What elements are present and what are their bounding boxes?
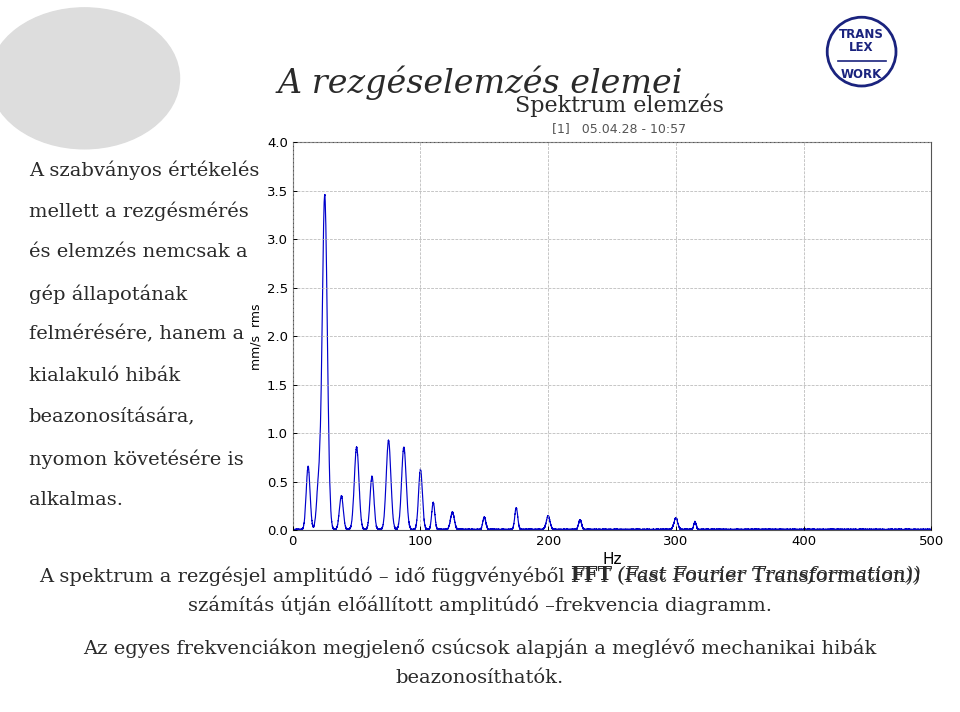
Text: FFT: FFT <box>570 566 612 584</box>
Text: felmérésére, hanem a: felmérésére, hanem a <box>29 325 244 343</box>
Y-axis label: mm/s  rms: mm/s rms <box>250 303 263 370</box>
Circle shape <box>0 8 180 149</box>
Text: Az egyes frekvenciákon megjelenő csúcsok alapján a meglévő mechanikai hibák: Az egyes frekvenciákon megjelenő csúcsok… <box>84 639 876 658</box>
Text: beazonosítására,: beazonosítására, <box>29 408 195 426</box>
Text: Spektrum elemzés: Spektrum elemzés <box>515 94 724 117</box>
Text: gép állapotának: gép állapotának <box>29 284 187 303</box>
Text: LEX: LEX <box>850 41 874 54</box>
Text: (Fast Fourier Transformation)): (Fast Fourier Transformation)) <box>612 566 921 585</box>
X-axis label: Hz: Hz <box>602 553 622 567</box>
Text: beazonosíthatók.: beazonosíthatók. <box>396 669 564 687</box>
Text: számítás útján előállított amplitúdó –frekvencia diagramm.: számítás útján előállított amplitúdó –fr… <box>188 596 772 615</box>
Text: és elemzés nemcsak a: és elemzés nemcsak a <box>29 243 248 261</box>
Text: A rezgéselemzés elemei: A rezgéselemzés elemei <box>277 66 683 100</box>
Text: kialakuló hibák: kialakuló hibák <box>29 367 180 384</box>
Text: A szabványos értékelés: A szabványos értékelés <box>29 160 259 179</box>
Ellipse shape <box>828 17 896 86</box>
Text: [1]   05.04.28 - 10:57: [1] 05.04.28 - 10:57 <box>552 122 686 135</box>
Text: A spektrum a rezgésjel amplitúdó – idő függvényéből FFT (Fast Fourier Transforma: A spektrum a rezgésjel amplitúdó – idő f… <box>39 566 921 585</box>
Text: nyomon követésére is: nyomon követésére is <box>29 449 244 468</box>
Text: WORK: WORK <box>841 68 882 80</box>
Text: mellett a rezgésmérés: mellett a rezgésmérés <box>29 201 249 221</box>
Text: alkalmas.: alkalmas. <box>29 491 123 508</box>
Text: TRANS: TRANS <box>839 28 884 41</box>
